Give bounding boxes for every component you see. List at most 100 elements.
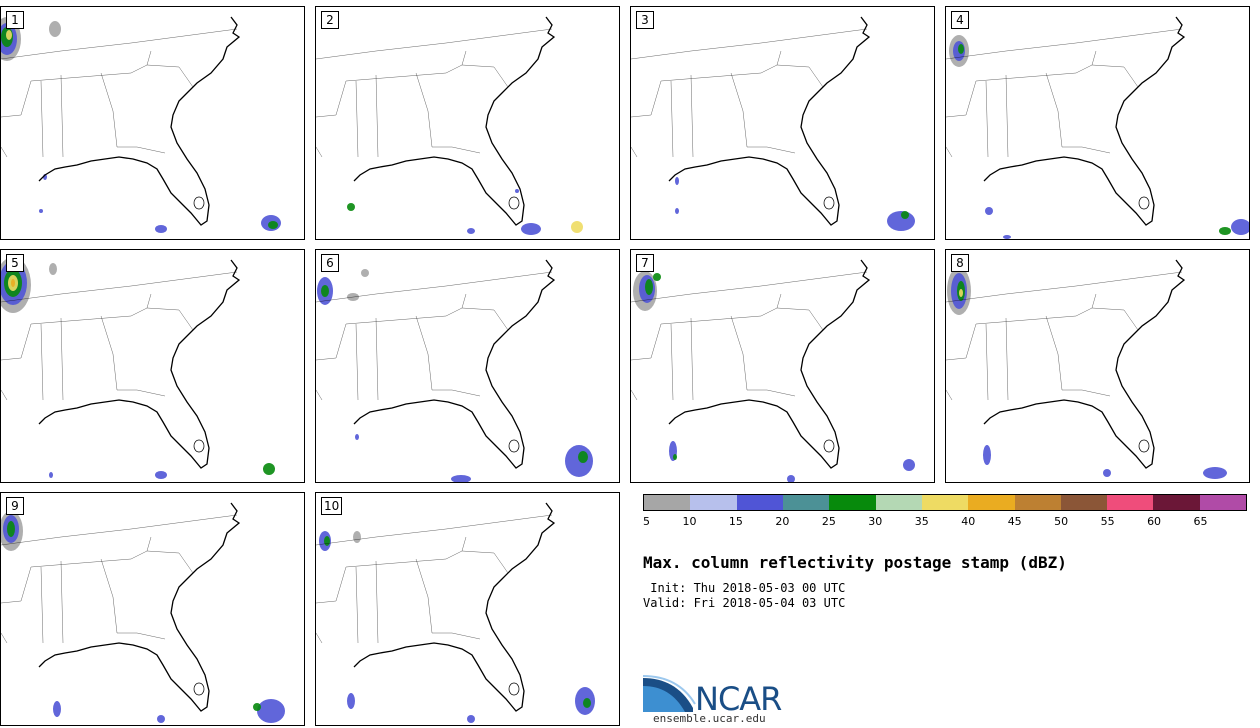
state-boundary <box>316 28 553 60</box>
state-boundary <box>415 72 433 148</box>
state-boundary <box>355 323 359 401</box>
reflectivity-echo <box>7 521 15 537</box>
coastline <box>668 259 871 469</box>
reflectivity-echo <box>901 211 909 219</box>
lake-outline <box>193 682 205 696</box>
state-boundary <box>730 315 748 391</box>
colorbar-tick-label: 45 <box>1007 515 1022 528</box>
reflectivity-echo <box>645 279 653 295</box>
member-number-label: 6 <box>321 254 339 272</box>
reflectivity-echo <box>653 273 661 281</box>
state-boundary <box>1 632 8 644</box>
lake-outline <box>193 439 205 453</box>
ensemble-member-panel: 4 <box>945 6 1250 240</box>
state-boundary <box>100 558 118 634</box>
colorbar-segment <box>968 495 1015 510</box>
state-boundary <box>117 632 166 640</box>
state-boundary <box>965 323 977 359</box>
basemap <box>631 16 915 231</box>
lake-outline <box>823 196 835 210</box>
state-boundary <box>461 50 467 66</box>
colorbar-tick-label: 30 <box>868 515 883 528</box>
state-boundary <box>30 315 132 325</box>
member-number-label: 7 <box>636 254 654 272</box>
ensemble-member-panel: 9 <box>0 492 305 726</box>
reflectivity-echo <box>675 177 679 185</box>
figure-title: Max. column reflectivity postage stamp (… <box>643 553 1067 572</box>
state-boundary <box>60 74 64 158</box>
reflectivity-echo <box>673 454 677 460</box>
colorbar-segment <box>1199 495 1247 510</box>
colorbar-segment <box>1060 495 1108 510</box>
reflectivity-echo <box>324 536 330 546</box>
coastline <box>983 259 1186 469</box>
lake-outline <box>1138 196 1150 210</box>
colorbar-tick-label: 65 <box>1193 515 1208 528</box>
reflectivity-colorbar <box>643 494 1247 511</box>
colorbar-tick-label: 20 <box>775 515 790 528</box>
state-boundary <box>100 72 118 148</box>
ensemble-member-panel: 8 <box>945 249 1250 483</box>
state-boundary <box>985 80 989 158</box>
state-boundary <box>60 317 64 401</box>
state-boundary <box>146 293 152 309</box>
state-boundary <box>946 357 967 361</box>
state-boundary <box>975 315 1077 325</box>
state-boundary <box>100 315 118 391</box>
reflectivity-echo <box>583 698 591 708</box>
colorbar-tick-label: 40 <box>961 515 976 528</box>
state-boundary <box>690 317 694 401</box>
state-boundary <box>1 114 22 118</box>
ensemble-member-panel: 7 <box>630 249 935 483</box>
coastline <box>38 502 241 712</box>
colorbar-segment <box>782 495 830 510</box>
coastline <box>353 259 556 469</box>
valid-time: Valid: Fri 2018-05-04 03 UTC <box>643 596 846 610</box>
coastline <box>38 16 241 226</box>
state-boundary <box>335 323 347 359</box>
state-boundary <box>975 72 1077 82</box>
state-boundary <box>30 558 132 568</box>
state-boundary <box>316 114 337 118</box>
init-time: Init: Thu 2018-05-03 00 UTC <box>643 581 846 595</box>
reflectivity-echo <box>959 289 963 297</box>
state-boundary <box>60 560 64 644</box>
state-boundary <box>20 566 32 602</box>
state-boundary <box>415 315 433 391</box>
state-boundary <box>345 558 447 568</box>
reflectivity-echo <box>983 445 991 465</box>
state-boundary <box>20 80 32 116</box>
basemap <box>946 16 1249 239</box>
colorbar-tick-label: 5 <box>643 515 650 528</box>
state-boundary <box>30 72 132 82</box>
state-boundary <box>1075 64 1139 88</box>
coastline <box>353 502 556 712</box>
state-boundary <box>415 558 433 634</box>
state-boundary <box>946 271 1183 303</box>
reflectivity-echo <box>39 209 43 213</box>
colorbar-tick-label: 35 <box>914 515 929 528</box>
colorbar-segment <box>875 495 922 510</box>
state-boundary <box>375 317 379 401</box>
state-boundary <box>747 389 796 397</box>
state-boundary <box>776 50 782 66</box>
reflectivity-echo <box>347 693 355 709</box>
colorbar-tick-label: 10 <box>682 515 697 528</box>
state-boundary <box>1005 74 1009 158</box>
colorbar-segment <box>736 495 783 510</box>
reflectivity-echo <box>521 223 541 235</box>
state-boundary <box>631 114 652 118</box>
state-boundary <box>461 536 467 552</box>
ensemble-member-panel: 1 <box>0 6 305 240</box>
state-boundary <box>660 72 762 82</box>
basemap <box>316 16 583 235</box>
member-number-label: 8 <box>951 254 969 272</box>
reflectivity-echo <box>157 715 165 723</box>
state-boundary <box>1 271 238 303</box>
basemap <box>316 259 593 482</box>
colorbar-segment <box>1014 495 1061 510</box>
reflectivity-echo <box>268 221 278 229</box>
state-boundary <box>146 50 152 66</box>
reflectivity-echo <box>257 699 285 723</box>
state-boundary <box>461 293 467 309</box>
